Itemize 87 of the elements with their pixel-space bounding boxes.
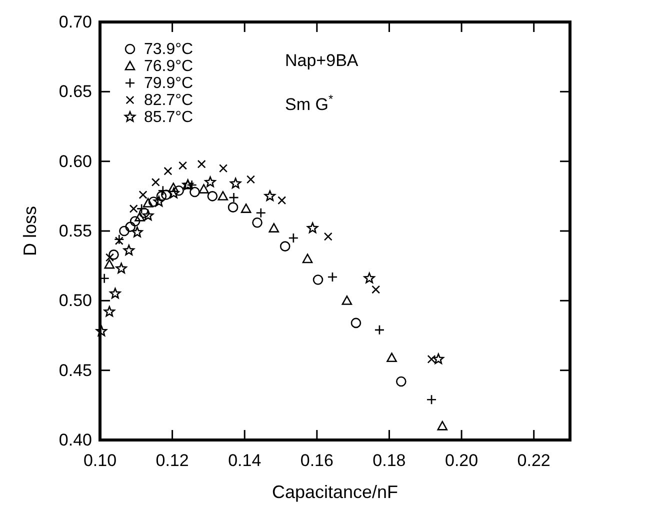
point — [228, 192, 239, 203]
point — [132, 226, 143, 238]
point — [119, 226, 130, 236]
y-tick-label: 0.40 — [58, 430, 92, 450]
point — [104, 259, 115, 269]
x-tick-label: 0.18 — [372, 451, 406, 470]
point — [240, 204, 252, 213]
point — [168, 188, 180, 198]
point — [153, 196, 164, 207]
point — [342, 296, 352, 305]
x-axis-title: Capacitance/nF — [272, 482, 398, 502]
point — [268, 223, 280, 232]
point — [164, 166, 172, 176]
point — [151, 178, 160, 186]
y-tick-label: 0.45 — [58, 360, 92, 380]
legend-label: 73.9°C — [144, 41, 194, 58]
point — [252, 218, 262, 228]
legend-label: 76.9°C — [144, 58, 194, 75]
legend-label: 82.7°C — [144, 92, 194, 109]
point — [123, 244, 134, 256]
point — [374, 324, 385, 336]
annotation: Nap+9BA — [285, 51, 359, 70]
point — [142, 210, 154, 221]
point — [228, 202, 238, 212]
x-tick-label: 0.16 — [300, 451, 334, 470]
point — [130, 216, 140, 226]
point — [278, 196, 286, 205]
point — [125, 222, 136, 232]
point — [426, 394, 437, 405]
point — [312, 274, 324, 285]
point — [168, 182, 179, 192]
point — [138, 190, 148, 200]
y-tick-label: 0.55 — [58, 222, 92, 240]
y-tick-label: 0.50 — [58, 291, 92, 310]
point — [219, 164, 228, 173]
point — [218, 191, 228, 200]
point — [134, 212, 145, 222]
point — [396, 376, 406, 387]
y-tick-label: 0.65 — [58, 82, 92, 102]
point — [324, 232, 332, 241]
point — [350, 318, 362, 328]
point — [256, 208, 266, 218]
point — [190, 186, 200, 198]
x-tick-label: 0.20 — [444, 451, 478, 470]
point — [174, 185, 184, 196]
point — [364, 272, 375, 284]
point — [110, 288, 121, 299]
point — [129, 204, 138, 213]
point — [307, 222, 318, 234]
point — [148, 196, 159, 207]
point — [197, 160, 206, 168]
x-tick-label: 0.12 — [156, 451, 189, 470]
x-tick-label: 0.14 — [228, 451, 262, 470]
point — [106, 253, 114, 262]
point — [246, 175, 256, 184]
point — [264, 190, 276, 202]
point — [104, 306, 115, 317]
annotation: Sm G$^{*}$ — [285, 92, 334, 114]
point — [288, 232, 299, 244]
point — [302, 254, 313, 264]
point — [204, 176, 216, 188]
point — [327, 272, 338, 282]
point — [142, 198, 154, 208]
x-tick-label: 0.22 — [517, 451, 550, 470]
point — [432, 353, 444, 364]
point — [280, 241, 290, 252]
point — [108, 250, 119, 260]
point — [116, 262, 127, 274]
x-tick-label: 0.10 — [83, 451, 117, 470]
legend-label: 85.7°C — [144, 109, 194, 126]
point — [372, 285, 380, 294]
point — [207, 191, 218, 202]
point — [138, 208, 150, 218]
point — [198, 184, 209, 194]
legend-label: 79.9°C — [144, 75, 194, 92]
point — [427, 354, 436, 364]
point — [437, 420, 448, 430]
point — [96, 325, 108, 336]
point — [386, 352, 397, 362]
y-axis-title: D loss — [20, 206, 40, 256]
point — [178, 161, 188, 170]
point — [161, 190, 172, 200]
point — [114, 236, 124, 246]
point — [156, 191, 167, 202]
point — [230, 178, 242, 188]
y-tick-label: 0.70 — [58, 12, 92, 32]
y-tick-label: 0.60 — [58, 152, 92, 171]
